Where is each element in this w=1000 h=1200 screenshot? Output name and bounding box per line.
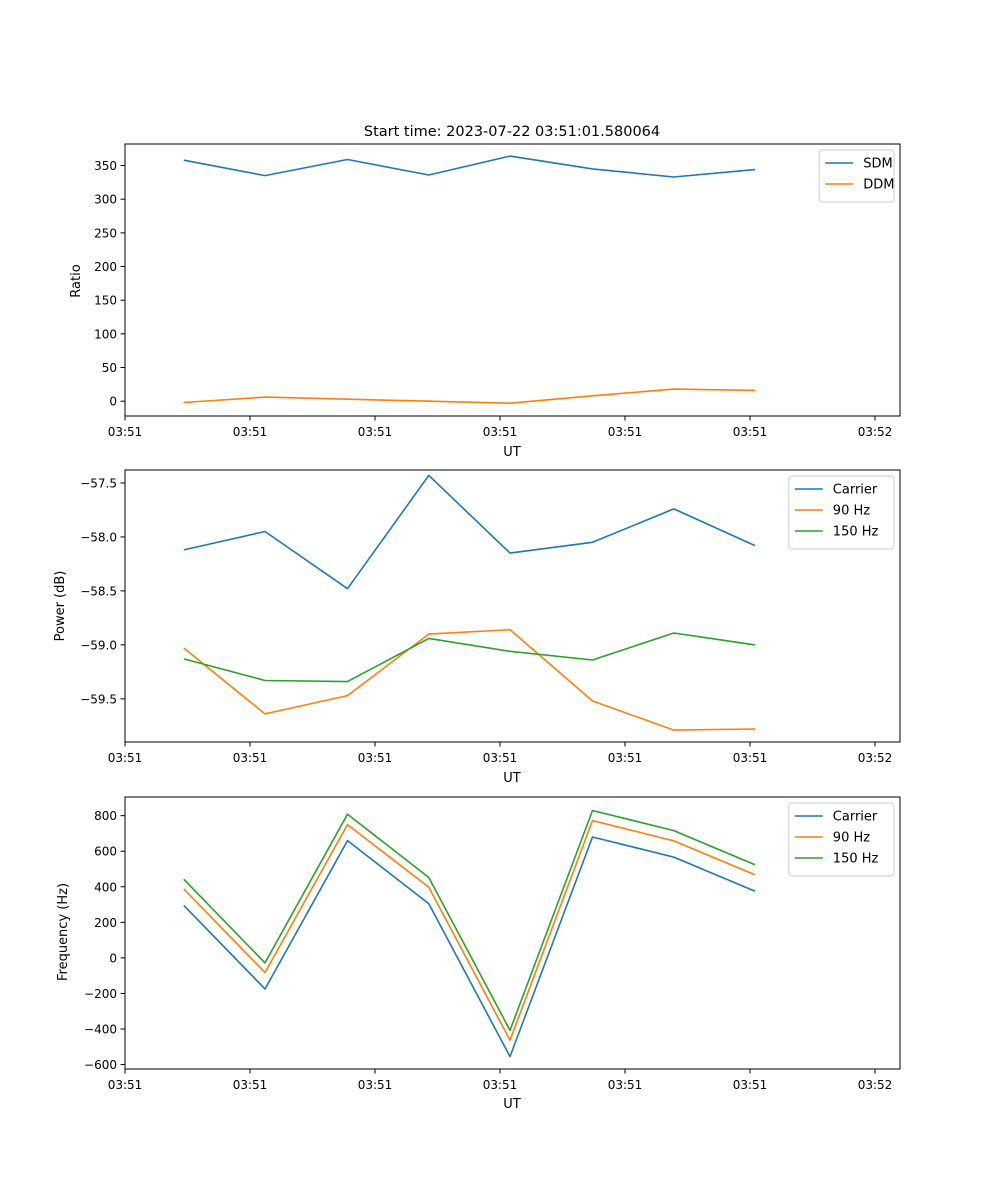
x-tick-label: 03:51	[608, 1078, 643, 1092]
y-tick-label: 200	[94, 260, 117, 274]
series-line-carrier	[183, 836, 756, 1058]
x-tick-label: 03:52	[858, 425, 893, 439]
x-tick-label: 03:51	[733, 751, 768, 765]
x-axis-label: UT	[503, 771, 521, 786]
legend-label: Carrier	[833, 483, 878, 498]
ratio-panel: Start time: 2023-07-22 03:51:01.580064 R…	[69, 124, 901, 460]
y-tick-label: 250	[94, 226, 117, 240]
y-tick-label: 200	[94, 916, 117, 930]
y-axis-label: Ratio	[69, 264, 84, 297]
axes-frame	[124, 796, 901, 1070]
legend: Carrier 90 Hz 150 Hz	[788, 475, 895, 550]
y-tick-label: 100	[94, 327, 117, 341]
x-tick-label: 03:51	[358, 425, 393, 439]
legend: Carrier 90 Hz 150 Hz	[788, 802, 895, 877]
x-tick-label: 03:51	[233, 1078, 268, 1092]
series-line-90-hz	[183, 819, 756, 1041]
y-tick-label: 350	[94, 159, 117, 173]
legend-label: Carrier	[833, 810, 878, 825]
series-line-150-hz	[183, 632, 756, 683]
y-tick-label: −59.0	[80, 638, 117, 652]
y-tick-label: 600	[94, 845, 117, 859]
y-tick-label: 800	[94, 809, 117, 823]
legend: SDM DDM	[818, 149, 895, 203]
x-tick-label: 03:51	[483, 1078, 518, 1092]
series-line-150-hz	[183, 809, 756, 1032]
power-panel: Power (dB) UT 03:51 03:51 03:51 03:51 03:51 0…	[53, 469, 901, 786]
x-axis-label: UT	[503, 445, 521, 460]
x-tick-label: 03:51	[608, 751, 643, 765]
legend-label: DDM	[863, 178, 894, 193]
legend-label: 90 Hz	[833, 504, 870, 519]
x-tick-label: 03:52	[858, 751, 893, 765]
y-tick-label: −600	[84, 1058, 117, 1072]
axes-frame	[124, 469, 901, 743]
y-tick-label: 400	[94, 880, 117, 894]
y-axis-label: Power (dB)	[53, 571, 68, 642]
chart-title: Start time: 2023-07-22 03:51:01.580064	[364, 124, 660, 140]
series-line-ddm	[183, 388, 756, 405]
axes-frame	[124, 143, 901, 417]
x-tick-label: 03:51	[483, 751, 518, 765]
y-tick-label: 300	[94, 193, 117, 207]
legend-label: 90 Hz	[833, 831, 870, 846]
series-line-carrier	[183, 474, 756, 590]
legend-label: 150 Hz	[833, 852, 879, 867]
x-tick-label: 03:51	[233, 751, 268, 765]
legend-label: SDM	[863, 157, 892, 172]
x-tick-label: 03:51	[608, 425, 643, 439]
y-tick-label: 150	[94, 294, 117, 308]
x-tick-label: 03:51	[733, 1078, 768, 1092]
y-tick-label: −59.5	[80, 692, 117, 706]
x-tick-label: 03:51	[233, 425, 268, 439]
x-tick-label: 03:51	[108, 425, 143, 439]
x-tick-label: 03:51	[733, 425, 768, 439]
series-line-90-hz	[183, 628, 756, 731]
y-tick-label: −400	[84, 1023, 117, 1037]
y-tick-label: 0	[109, 395, 117, 409]
x-tick-label: 03:51	[108, 751, 143, 765]
series-line-sdm	[183, 155, 756, 178]
x-axis-label: UT	[503, 1097, 521, 1112]
y-axis-label: Frequency (Hz)	[56, 883, 71, 981]
x-tick-label: 03:51	[358, 1078, 393, 1092]
y-tick-label: −57.5	[80, 476, 117, 490]
x-tick-label: 03:51	[483, 425, 518, 439]
y-tick-label: −58.0	[80, 530, 117, 544]
x-tick-label: 03:52	[858, 1078, 893, 1092]
frequency-panel: Frequency (Hz) UT 03:51 03:51 03:51 03:51 03…	[56, 796, 901, 1112]
legend-label: 150 Hz	[833, 525, 879, 540]
x-tick-label: 03:51	[358, 751, 393, 765]
y-tick-label: −58.5	[80, 584, 117, 598]
x-tick-label: 03:51	[108, 1078, 143, 1092]
y-tick-label: −200	[84, 987, 117, 1001]
y-tick-label: 50	[102, 361, 117, 375]
y-tick-label: 0	[109, 951, 117, 965]
